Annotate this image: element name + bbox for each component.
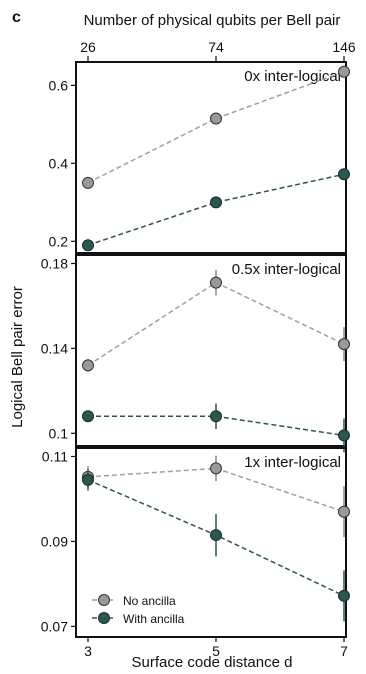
y-tick-label: 0.14 (41, 340, 68, 356)
legend: No ancilla With ancilla (92, 594, 185, 626)
data-point (338, 65, 350, 78)
panel-frame (75, 254, 347, 447)
legend-marker-with-ancilla (98, 612, 110, 624)
panel-title: 0x inter-logical (244, 68, 341, 85)
panels: 0.2 0.4 0.6 0x inter-logical 0.1 0.14 0.18 0.5x… (41, 61, 350, 638)
panel-frame (75, 447, 347, 638)
data-point (210, 276, 222, 289)
data-point (338, 168, 350, 181)
data-point (210, 196, 222, 209)
legend-label-no-ancilla: No ancilla (123, 594, 176, 608)
x-axis-title: Surface code distance d (132, 654, 293, 671)
y-tick-label: 0.07 (41, 618, 68, 634)
y-tick-label: 0.6 (49, 77, 69, 93)
panel-frame (75, 61, 347, 254)
legend-label-with-ancilla: With ancilla (123, 612, 185, 626)
y-tick-label: 0.09 (41, 533, 68, 549)
data-point (210, 112, 222, 125)
top-tick-label: 26 (80, 39, 96, 55)
data-point (82, 359, 94, 372)
series-line (87, 173, 345, 246)
panel-2: 0.07 0.09 0.11 1x inter-logical (41, 447, 350, 638)
bottom-axis-ticks: 3 5 7 (84, 637, 348, 659)
y-tick-label: 0.11 (42, 448, 68, 464)
panel-label: c (12, 9, 21, 26)
y-tick-label: 0.1 (49, 425, 69, 441)
top-tick-label: 74 (208, 39, 224, 55)
panel-0: 0.2 0.4 0.6 0x inter-logical (49, 61, 350, 254)
data-point (82, 176, 94, 189)
y-axis-title: Logical Bell pair error (9, 286, 26, 428)
data-point (82, 239, 94, 252)
panel-title: 1x inter-logical (244, 454, 341, 471)
data-point (338, 429, 350, 442)
data-point (338, 338, 350, 351)
legend-marker-no-ancilla (98, 594, 110, 606)
data-point (82, 473, 94, 486)
top-tick-label: 146 (332, 39, 356, 55)
x-tick-label: 7 (340, 643, 348, 659)
top-axis-ticks: 26 74 146 (80, 39, 356, 62)
data-point (82, 410, 94, 423)
series-line (87, 70, 345, 184)
data-point (210, 529, 222, 542)
x-tick-label: 3 (84, 643, 92, 659)
panel-1: 0.1 0.14 0.18 0.5x inter-logical (41, 254, 350, 453)
panel-title: 0.5x inter-logical (232, 261, 341, 278)
data-point (338, 505, 350, 518)
y-tick-label: 0.2 (49, 233, 69, 249)
data-point (210, 462, 222, 475)
x-tick-label: 5 (212, 643, 220, 659)
y-tick-label: 0.4 (49, 155, 69, 171)
data-point (210, 410, 222, 423)
y-tick-label: 0.18 (41, 255, 68, 271)
top-axis-title: Number of physical qubits per Bell pair (84, 12, 341, 29)
data-point (338, 589, 350, 602)
